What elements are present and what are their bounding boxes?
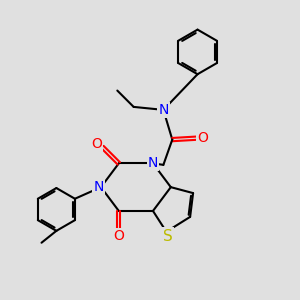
Text: O: O	[197, 131, 208, 145]
Text: O: O	[91, 137, 102, 151]
Text: N: N	[148, 156, 158, 170]
Text: O: O	[113, 229, 124, 243]
Text: S: S	[163, 229, 173, 244]
Text: N: N	[158, 103, 169, 117]
Text: N: N	[93, 180, 104, 194]
